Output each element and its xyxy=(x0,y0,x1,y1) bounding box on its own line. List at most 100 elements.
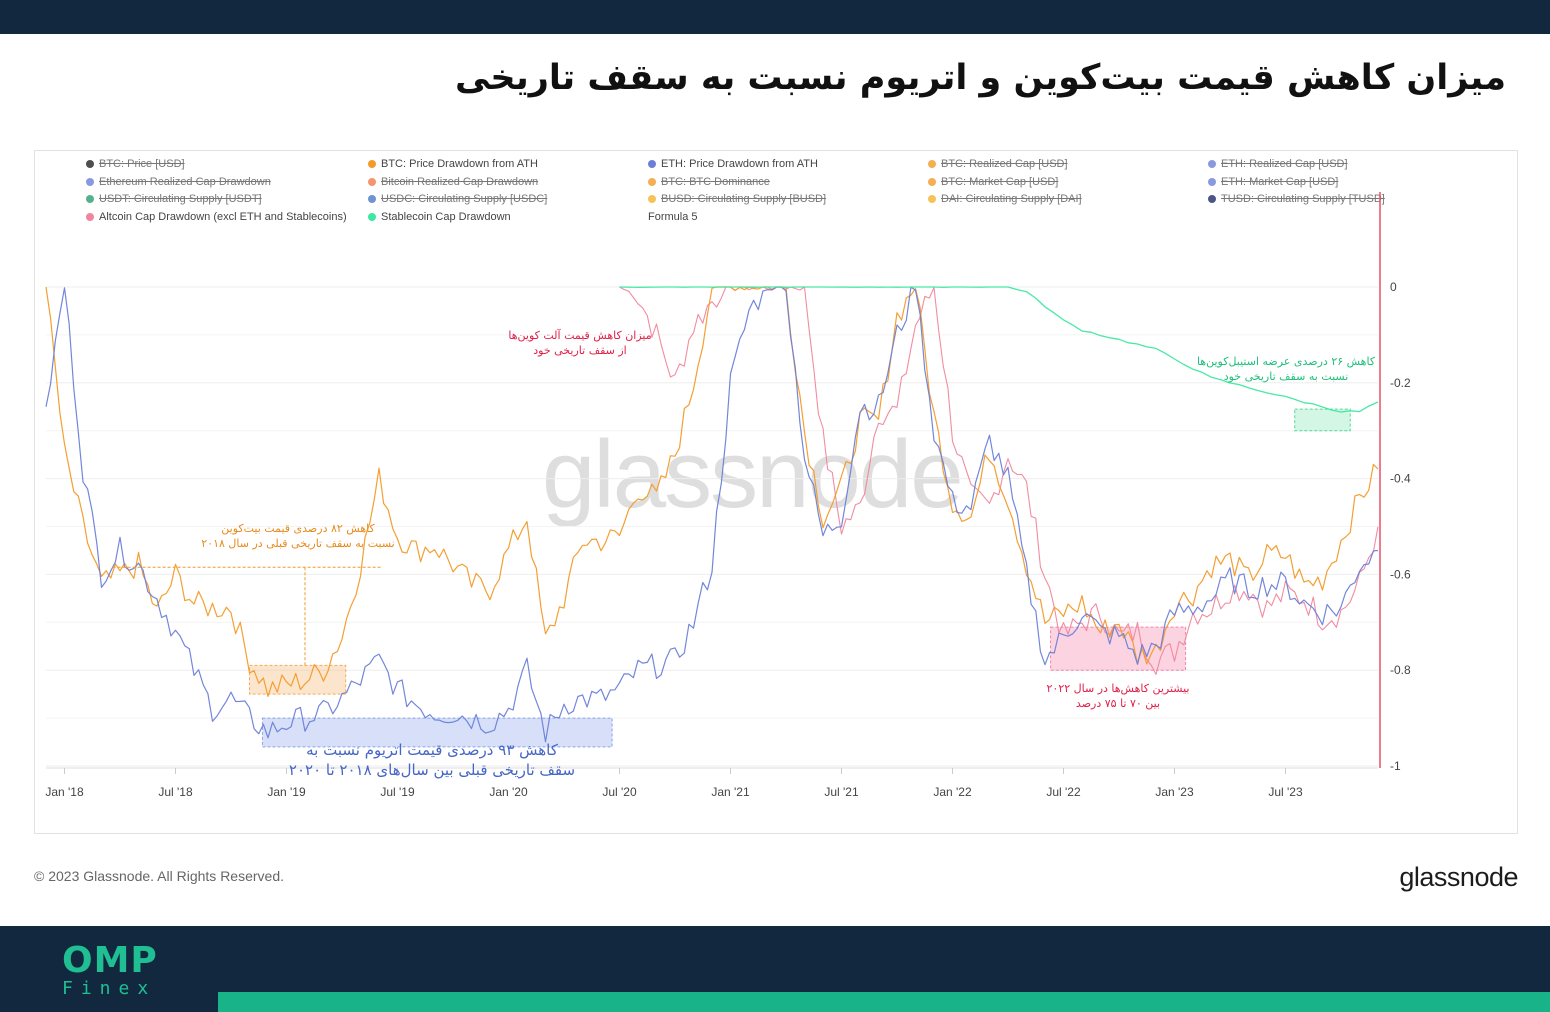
drop-2022-annotation: بین ۷۰ تا ۷۵ درصد xyxy=(1076,697,1160,710)
legend-color-dot xyxy=(1208,195,1216,203)
legend-label: Altcoin Cap Drawdown (excl ETH and Stabl… xyxy=(99,210,347,223)
legend-color-dot xyxy=(86,195,94,203)
legend-item[interactable]: ETH: Realized Cap [USD] xyxy=(1208,157,1348,171)
x-tick-label: Jul '21 xyxy=(824,785,859,799)
legend-item[interactable]: Stablecoin Cap Drawdown xyxy=(368,210,511,224)
x-tick-label: Jul '20 xyxy=(602,785,637,799)
legend-item[interactable]: BUSD: Circulating Supply [BUSD] xyxy=(648,192,826,206)
y-tick-label: -0.4 xyxy=(1390,472,1411,486)
legend-item[interactable]: BTC: Price [USD] xyxy=(86,157,185,171)
legend-item[interactable]: BTC: Price Drawdown from ATH xyxy=(368,157,538,171)
eth-bottom-highlight xyxy=(261,717,613,748)
axes: 0 -0.2 -0.4 -0.6 -0.8 -1 Jan '18 Jul '18 Jan '19… xyxy=(45,192,1411,799)
legend-color-dot xyxy=(86,160,94,168)
legend-item[interactable]: USDT: Circulating Supply [USDT] xyxy=(86,192,262,206)
glassnode-logo[interactable]: glassnode xyxy=(1399,862,1518,892)
legend-item[interactable]: Altcoin Cap Drawdown (excl ETH and Stabl… xyxy=(86,210,347,224)
annotations: کاهش ۸۲ درصدی قیمت بیت‌کوین نسبت به سقف ت… xyxy=(112,328,1376,779)
y-tick-label: -0.6 xyxy=(1390,567,1411,581)
legend-item[interactable]: Formula 5 xyxy=(648,210,698,224)
legend-item[interactable]: Ethereum Realized Cap Drawdown xyxy=(86,175,271,189)
stablecoin-highlight xyxy=(1294,408,1351,432)
eth-2018-2020-annotation: کاهش ۹۳ درصدی قیمت اتریوم نسبت به xyxy=(306,741,559,759)
legend-label: BUSD: Circulating Supply [BUSD] xyxy=(661,193,827,205)
x-tick-label: Jan '23 xyxy=(1155,785,1194,799)
legend-color-dot xyxy=(1208,160,1216,168)
y-tick-label: -1 xyxy=(1390,759,1401,773)
eth-drawdown-line xyxy=(45,286,1379,743)
top-header-bar xyxy=(0,0,1550,34)
series-lines xyxy=(45,286,1379,743)
finex-logo-text: Finex xyxy=(62,978,157,999)
x-tick-label: Jan '18 xyxy=(45,785,84,799)
legend-label: BTC: Market Cap [USD] xyxy=(941,175,1059,188)
drop-2022-annotation: بیشترین کاهش‌ها در سال ۲۰۲۲ xyxy=(1047,682,1190,695)
y-tick-label: -0.2 xyxy=(1390,376,1411,390)
x-tick-label: Jul '23 xyxy=(1268,785,1303,799)
chart-legend: BTC: Price [USD] BTC: Price Drawdown from… xyxy=(86,157,1396,237)
legend-item[interactable]: TUSD: Circulating Supply [TUSD] xyxy=(1208,192,1385,206)
x-tick-label: Jul '18 xyxy=(158,785,193,799)
x-tick-label: Jan '22 xyxy=(933,785,972,799)
chart-frame xyxy=(34,150,1518,834)
legend-color-dot xyxy=(86,177,94,186)
stablecoin-annotation: کاهش ۲۶ درصدی عرضه استیبل‌کوین‌ها xyxy=(1197,355,1376,368)
page-title: میزان کاهش قیمت بیت‌کوین و اتریوم نسبت ب… xyxy=(454,58,1506,98)
legend-label: ETH: Market Cap [USD] xyxy=(1221,175,1339,188)
stablecoin-annotation: نسبت به سقف تاریخی خود xyxy=(1224,370,1349,383)
x-tick-label: Jul '22 xyxy=(1046,785,1081,799)
legend-label: Stablecoin Cap Drawdown xyxy=(381,210,511,223)
legend-label: USDC: Circulating Supply [USDC] xyxy=(381,193,548,205)
legend-label: BTC: Realized Cap [USD] xyxy=(941,158,1068,170)
altcoin-annotation: از سقف تاریخی خود xyxy=(533,344,626,357)
footer-accent-strip xyxy=(218,992,1550,1012)
omp-finex-logo[interactable]: OMP xyxy=(62,940,158,981)
eth-2018-2020-annotation: سقف تاریخی قبلی بین سال‌های ۲۰۱۸ تا ۲۰۲۰ xyxy=(289,761,575,779)
stablecoin-drawdown-line xyxy=(619,286,1379,413)
x-tick-label: Jan '19 xyxy=(267,785,306,799)
legend-label: ETH: Realized Cap [USD] xyxy=(1221,158,1348,170)
btc-2018-annotation: کاهش ۸۲ درصدی قیمت بیت‌کوین xyxy=(221,522,375,535)
legend-label: BTC: BTC Dominance xyxy=(661,175,770,188)
y-tick-label: -0.8 xyxy=(1390,663,1411,677)
altcoin-drawdown-line xyxy=(619,286,1379,675)
highlight-boxes xyxy=(249,408,1351,748)
legend-label: Bitcoin Realized Cap Drawdown xyxy=(381,175,539,188)
btc-2018-annotation: نسبت به سقف تاریخی قبلی در سال ۲۰۱۸ xyxy=(201,537,394,550)
legend-label: TUSD: Circulating Supply [TUSD] xyxy=(1221,193,1385,205)
x-tick-label: Jan '20 xyxy=(489,785,528,799)
legend-label: BTC: Price [USD] xyxy=(99,158,185,170)
legend-color-dot xyxy=(928,195,936,203)
legend-color-dot xyxy=(368,195,376,203)
legend-item[interactable]: DAI: Circulating Supply [DAI] xyxy=(928,192,1082,206)
y-tick-label: 0 xyxy=(1390,280,1397,294)
legend-item[interactable]: Bitcoin Realized Cap Drawdown xyxy=(368,175,538,189)
legend-color-dot xyxy=(1208,177,1216,186)
legend-label: Ethereum Realized Cap Drawdown xyxy=(99,175,271,188)
legend-item[interactable]: ETH: Price Drawdown from ATH xyxy=(648,157,818,171)
x-tick-label: Jan '21 xyxy=(711,785,750,799)
legend-color-dot xyxy=(648,160,656,168)
legend-item[interactable]: BTC: Realized Cap [USD] xyxy=(928,157,1068,171)
legend-color-dot xyxy=(928,160,936,168)
legend-label: ETH: Price Drawdown from ATH xyxy=(661,158,818,170)
legend-item[interactable]: BTC: BTC Dominance xyxy=(648,175,770,189)
altcoin-annotation: میزان کاهش قیمت آلت کوین‌ها xyxy=(508,328,651,342)
legend-item[interactable]: ETH: Market Cap [USD] xyxy=(1208,175,1338,189)
legend-color-dot xyxy=(928,177,936,186)
legend-item[interactable]: BTC: Market Cap [USD] xyxy=(928,175,1058,189)
legend-color-dot xyxy=(368,212,376,221)
legend-color-dot xyxy=(648,177,656,186)
legend-color-dot xyxy=(368,160,376,168)
legend-label: BTC: Price Drawdown from ATH xyxy=(381,158,538,170)
x-tick-label: Jul '19 xyxy=(380,785,415,799)
btc-drawdown-line xyxy=(45,286,1379,697)
legend-color-dot xyxy=(648,195,656,203)
legend-color-dot xyxy=(368,177,376,186)
legend-color-dot xyxy=(86,212,94,221)
legend-label: USDT: Circulating Supply [USDT] xyxy=(99,193,262,205)
legend-item[interactable]: USDC: Circulating Supply [USDC] xyxy=(368,192,547,206)
legend-label: Formula 5 xyxy=(648,210,698,223)
legend-label: DAI: Circulating Supply [DAI] xyxy=(941,193,1082,205)
